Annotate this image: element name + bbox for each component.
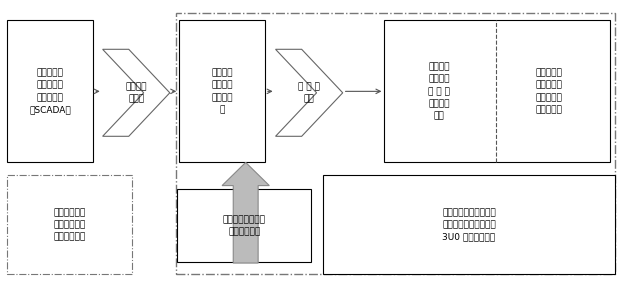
Text: 选线装置循环
进行，直到定
位到接地线路: 选线装置循环 进行，直到定 位到接地线路 xyxy=(53,208,86,241)
Text: 变电站现
场拉路选
线自动装
置: 变电站现 场拉路选 线自动装 置 xyxy=(211,69,233,114)
FancyBboxPatch shape xyxy=(7,175,132,274)
Text: 根据电压变化，定
位接地线路。: 根据电压变化，定 位接地线路。 xyxy=(223,215,266,236)
FancyBboxPatch shape xyxy=(177,188,311,262)
Polygon shape xyxy=(103,49,170,136)
FancyBboxPatch shape xyxy=(7,20,93,162)
FancyBboxPatch shape xyxy=(384,20,610,162)
Text: 线路测控一
体装置启动
自动重合回
路进行合闸: 线路测控一 体装置启动 自动重合回 路进行合闸 xyxy=(536,69,563,114)
FancyBboxPatch shape xyxy=(176,13,615,274)
Text: 发 分 闸
命令: 发 分 闸 命令 xyxy=(298,82,320,103)
Text: 线路测控
一体装置
接 收 命
令，进行
分闸: 线路测控 一体装置 接 收 命 令，进行 分闸 xyxy=(428,63,450,120)
FancyBboxPatch shape xyxy=(323,175,615,274)
FancyBboxPatch shape xyxy=(179,20,265,162)
Text: 监控中心值
班员操作电
力监控系统
（SCADA）: 监控中心值 班员操作电 力监控系统 （SCADA） xyxy=(29,69,72,114)
Polygon shape xyxy=(276,49,343,136)
Polygon shape xyxy=(222,162,269,263)
Text: 发拉路遥
控命令: 发拉路遥 控命令 xyxy=(126,82,147,103)
Text: 公共测控装置实时采集
压变开口三角的三相、
3U0 电压数值），: 公共测控装置实时采集 压变开口三角的三相、 3U0 电压数值）， xyxy=(442,208,496,241)
